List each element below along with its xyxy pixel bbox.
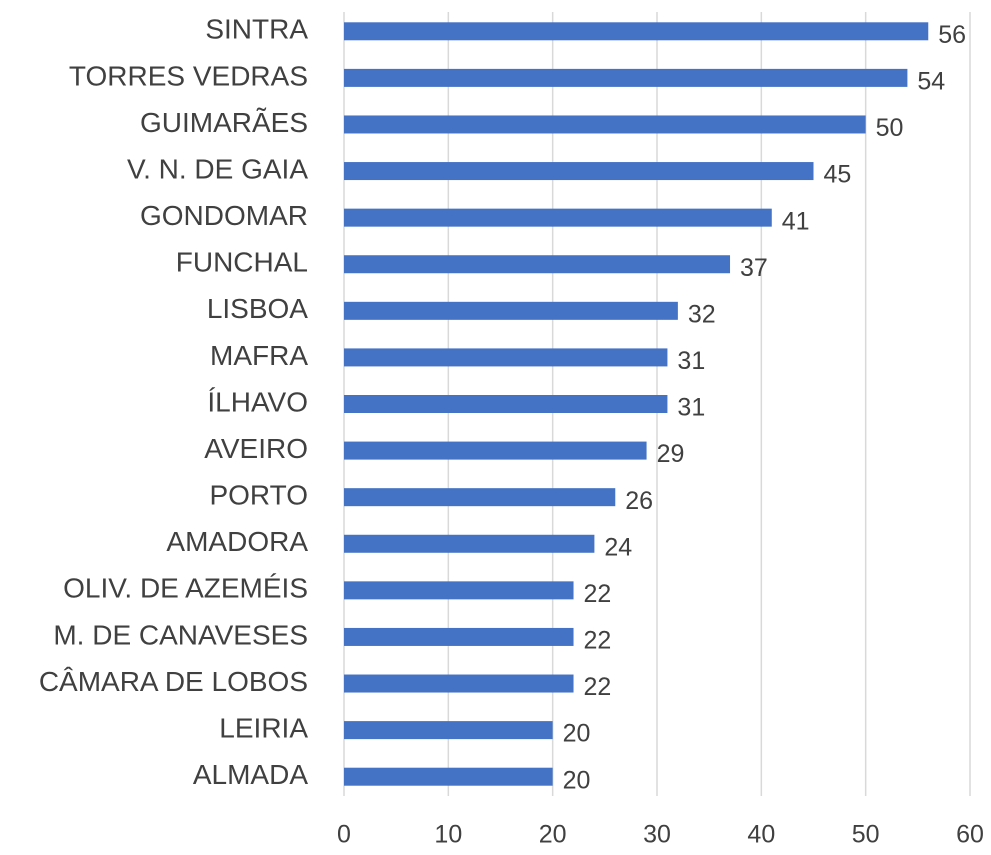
value-label: 22	[584, 673, 612, 701]
y-tick-label: TORRES VEDRAS	[69, 60, 308, 91]
y-tick-label: CÂMARA DE LOBOS	[39, 666, 308, 697]
value-label: 56	[938, 21, 966, 49]
value-label: 32	[688, 300, 716, 328]
bar	[344, 22, 929, 41]
bar	[344, 162, 814, 181]
value-label: 54	[917, 67, 945, 95]
x-tick-label: 30	[643, 821, 671, 849]
bar	[344, 301, 678, 320]
y-tick-label: M. DE CANAVESES	[53, 619, 308, 650]
bar	[344, 674, 574, 693]
bar	[344, 488, 616, 507]
y-tick-label: ALMADA	[193, 759, 308, 790]
value-label: 31	[677, 347, 705, 375]
value-label: 22	[584, 580, 612, 608]
value-label: 24	[604, 533, 632, 561]
y-tick-label: V. N. DE GAIA	[127, 153, 308, 184]
bar	[344, 627, 574, 646]
x-tick-label: 40	[747, 821, 775, 849]
y-tick-label: ÍLHAVO	[207, 386, 308, 417]
bar	[344, 441, 647, 460]
x-tick-label: 60	[956, 821, 984, 849]
y-tick-label: GONDOMAR	[140, 200, 308, 231]
bar	[344, 115, 866, 134]
y-tick-label: GUIMARÃES	[140, 107, 308, 138]
y-tick-label: SINTRA	[205, 14, 308, 45]
x-tick-label: 0	[337, 821, 351, 849]
y-tick-label: PORTO	[209, 480, 308, 511]
value-label: 37	[740, 254, 768, 282]
value-label: 20	[563, 766, 591, 794]
value-label: 22	[584, 627, 612, 655]
x-tick-label: 50	[852, 821, 880, 849]
value-label: 41	[782, 207, 810, 235]
x-tick-label: 10	[434, 821, 462, 849]
y-tick-label: MAFRA	[210, 340, 308, 371]
y-tick-label: AVEIRO	[204, 433, 308, 464]
bar	[344, 255, 731, 274]
bar	[344, 767, 553, 786]
y-tick-label: AMADORA	[166, 526, 308, 557]
bar	[344, 581, 574, 600]
value-label: 45	[824, 161, 852, 189]
bar	[344, 208, 772, 227]
bar	[344, 68, 908, 87]
value-label: 29	[657, 440, 685, 468]
y-tick-label: LEIRIA	[219, 713, 308, 744]
bar	[344, 534, 595, 553]
value-label: 20	[563, 720, 591, 748]
bar	[344, 348, 668, 367]
bar	[344, 395, 668, 413]
y-tick-label: OLIV. DE AZEMÉIS	[63, 573, 308, 604]
x-tick-label: 20	[539, 821, 567, 849]
value-label: 31	[677, 394, 705, 422]
bar	[344, 721, 553, 740]
y-tick-label: FUNCHAL	[176, 247, 308, 278]
value-label: 26	[625, 487, 653, 515]
y-tick-label: LISBOA	[207, 293, 308, 324]
value-label: 50	[876, 114, 904, 142]
